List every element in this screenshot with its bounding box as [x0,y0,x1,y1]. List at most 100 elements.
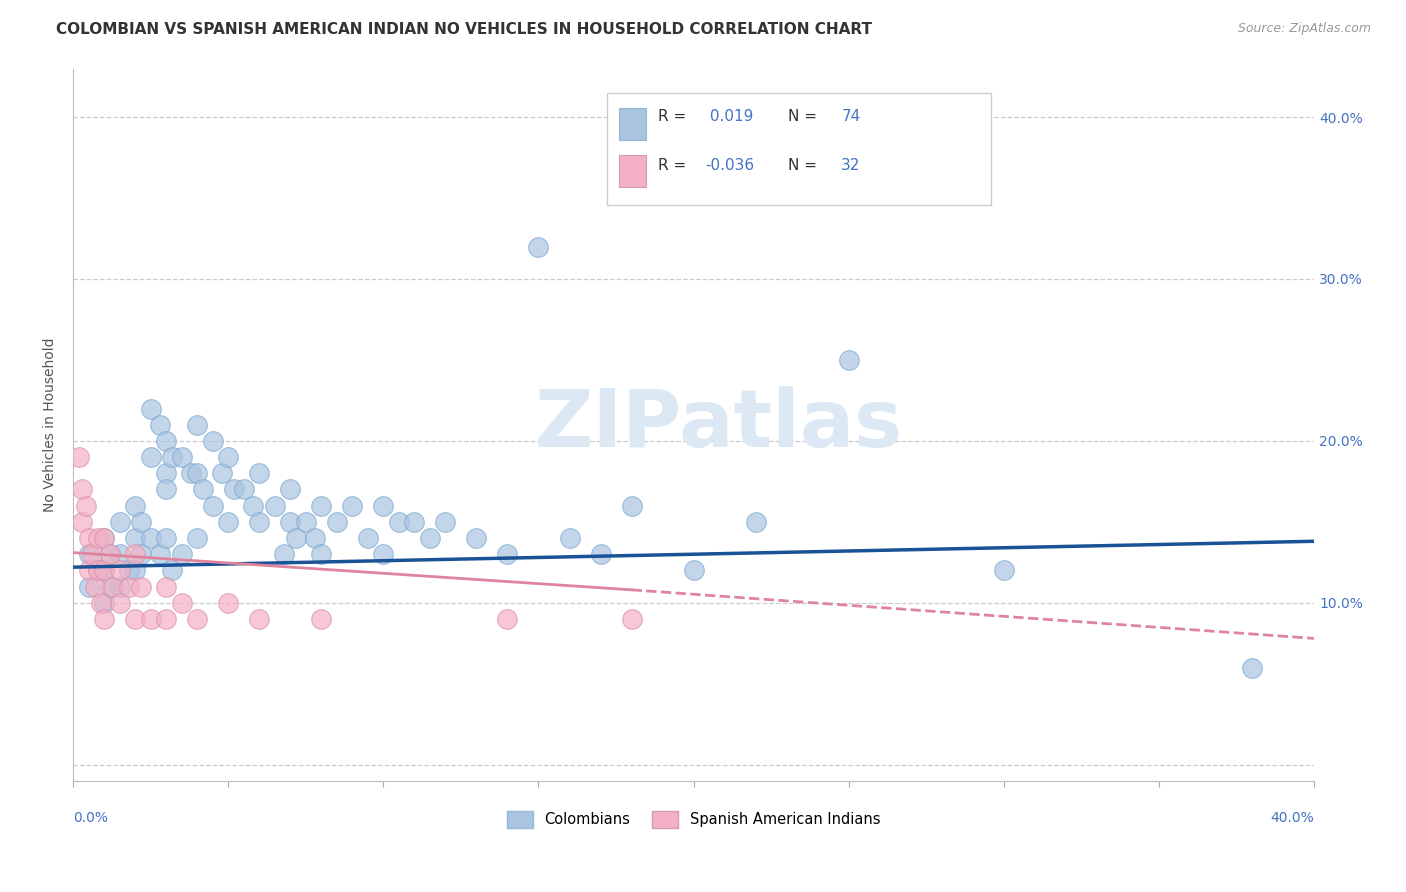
Point [242,499,264,513]
Point [103,580,125,594]
Point [124,612,146,626]
Point [388,515,411,529]
Point [162,450,184,464]
Point [527,239,550,253]
Point [87,563,110,577]
Point [465,531,488,545]
Point [139,401,162,416]
Point [155,580,177,594]
Point [186,417,208,432]
Point [77,563,100,577]
Point [186,467,208,481]
Point [682,563,704,577]
Point [180,467,202,481]
Text: R =: R = [658,158,690,172]
Point [278,483,301,497]
Point [311,612,333,626]
Point [77,531,100,545]
Point [294,515,316,529]
Point [108,563,131,577]
Text: -0.036: -0.036 [704,158,754,172]
Text: ZIPatlas: ZIPatlas [534,385,903,464]
Point [211,467,233,481]
Point [273,547,295,561]
Point [155,434,177,448]
Text: 0.0%: 0.0% [73,812,108,825]
Point [131,580,153,594]
Point [993,563,1015,577]
Point [232,483,254,497]
Point [1241,660,1264,674]
Point [75,499,97,513]
Point [589,547,612,561]
FancyBboxPatch shape [619,154,647,186]
Point [217,450,239,464]
Point [72,483,94,497]
Point [87,531,110,545]
Point [139,612,162,626]
Point [170,596,193,610]
FancyBboxPatch shape [607,94,991,204]
Point [247,467,270,481]
Point [108,596,131,610]
Point [93,612,115,626]
Point [90,596,112,610]
Point [131,547,153,561]
Point [98,580,121,594]
Point [326,515,349,529]
Point [155,612,177,626]
Point [149,547,172,561]
Point [263,499,285,513]
Point [419,531,441,545]
Point [124,531,146,545]
Point [162,563,184,577]
Point [620,499,643,513]
Point [118,563,141,577]
Point [186,612,208,626]
Text: COLOMBIAN VS SPANISH AMERICAN INDIAN NO VEHICLES IN HOUSEHOLD CORRELATION CHART: COLOMBIAN VS SPANISH AMERICAN INDIAN NO … [56,22,872,37]
Point [98,547,121,561]
Point [304,531,326,545]
Point [496,547,519,561]
Point [278,515,301,529]
Point [311,499,333,513]
Point [93,563,115,577]
Point [87,563,110,577]
Point [72,515,94,529]
Point [93,596,115,610]
Point [357,531,380,545]
Point [620,612,643,626]
Point [139,531,162,545]
Legend: Colombians, Spanish American Indians: Colombians, Spanish American Indians [501,805,887,834]
Point [342,499,364,513]
Text: 74: 74 [841,109,860,124]
Point [93,531,115,545]
Point [124,563,146,577]
Point [131,515,153,529]
Point [201,434,224,448]
Text: Source: ZipAtlas.com: Source: ZipAtlas.com [1237,22,1371,36]
Point [285,531,308,545]
Point [98,547,121,561]
Point [186,531,208,545]
Point [404,515,426,529]
Text: 40.0%: 40.0% [1271,812,1315,825]
Point [373,547,395,561]
Text: 32: 32 [841,158,860,172]
Point [155,531,177,545]
Point [247,612,270,626]
Point [201,499,224,513]
Point [311,547,333,561]
Point [108,547,131,561]
Point [118,580,141,594]
Point [155,483,177,497]
Point [124,547,146,561]
Point [217,515,239,529]
Point [170,450,193,464]
Point [77,580,100,594]
Point [124,499,146,513]
Text: N =: N = [787,109,823,124]
Point [744,515,766,529]
Text: 0.019: 0.019 [704,109,754,124]
Point [496,612,519,626]
